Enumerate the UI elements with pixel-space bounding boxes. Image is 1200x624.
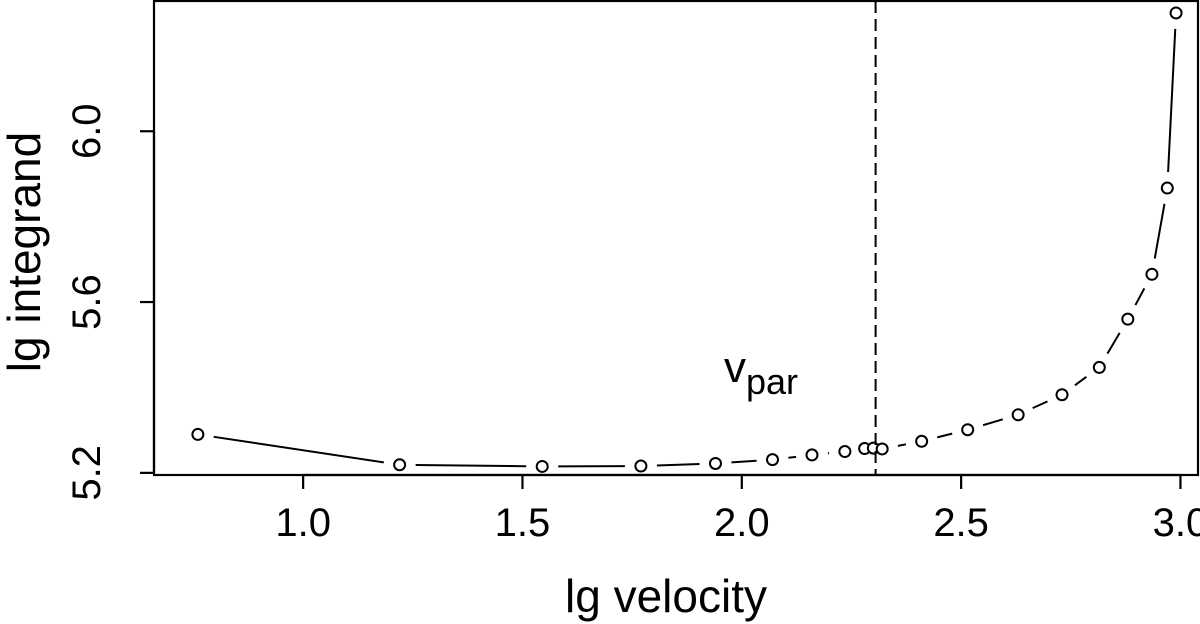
series-layer — [191, 6, 1183, 473]
x-axis-label: lg velocity — [565, 570, 767, 622]
x-tick-label: 1.5 — [495, 501, 551, 545]
data-point — [708, 456, 722, 470]
series-line-segment — [213, 435, 384, 464]
series-line-segment — [1106, 332, 1121, 355]
data-point — [1121, 312, 1135, 326]
data-point — [961, 423, 975, 437]
series-line-segment — [1153, 203, 1166, 259]
vpar-label-subscript: par — [746, 361, 798, 402]
data-point — [191, 427, 205, 441]
series-line-segment — [1074, 376, 1087, 387]
y-tick-label: 5.2 — [65, 445, 109, 501]
data-point — [1169, 6, 1183, 20]
data-point — [1160, 181, 1174, 195]
series-line-segment — [897, 443, 907, 447]
series-line-segment — [982, 418, 1004, 427]
data-point — [875, 442, 889, 456]
x-tick-label: 3.0 — [1153, 501, 1200, 545]
series-line-segment — [788, 455, 797, 459]
x-tick-label: 2.0 — [714, 501, 770, 545]
data-point — [805, 448, 819, 462]
series-line-segment — [1032, 400, 1048, 410]
series-line-segment — [415, 463, 527, 468]
vpar-label-main: v — [724, 343, 746, 392]
data-point — [1145, 267, 1159, 281]
y-axis-label: lg integrand — [0, 132, 50, 372]
data-point — [838, 445, 852, 459]
y-tick-label: 5.6 — [65, 274, 109, 330]
data-point — [766, 453, 780, 467]
data-point — [1092, 360, 1106, 374]
data-point — [1055, 388, 1069, 402]
series-line-segment — [656, 463, 700, 467]
series-line-segment — [1167, 28, 1177, 173]
x-tick-label: 2.5 — [933, 501, 989, 545]
data-point — [393, 458, 407, 472]
y-tick-label: 6.0 — [65, 103, 109, 159]
data-point — [535, 459, 549, 473]
y-axis: 5.2 5.6 6.0 — [65, 103, 156, 501]
data-point — [1011, 408, 1025, 422]
series-line-segment — [1134, 287, 1146, 306]
series-line-segment — [936, 432, 953, 439]
x-axis: 1.0 1.5 2.0 2.5 3.0 — [275, 473, 1200, 545]
data-point — [915, 434, 929, 448]
series-line-segment — [731, 459, 757, 464]
vpar-label: vpar — [724, 343, 798, 402]
data-point — [634, 459, 648, 473]
x-tick-label: 1.0 — [275, 501, 331, 545]
